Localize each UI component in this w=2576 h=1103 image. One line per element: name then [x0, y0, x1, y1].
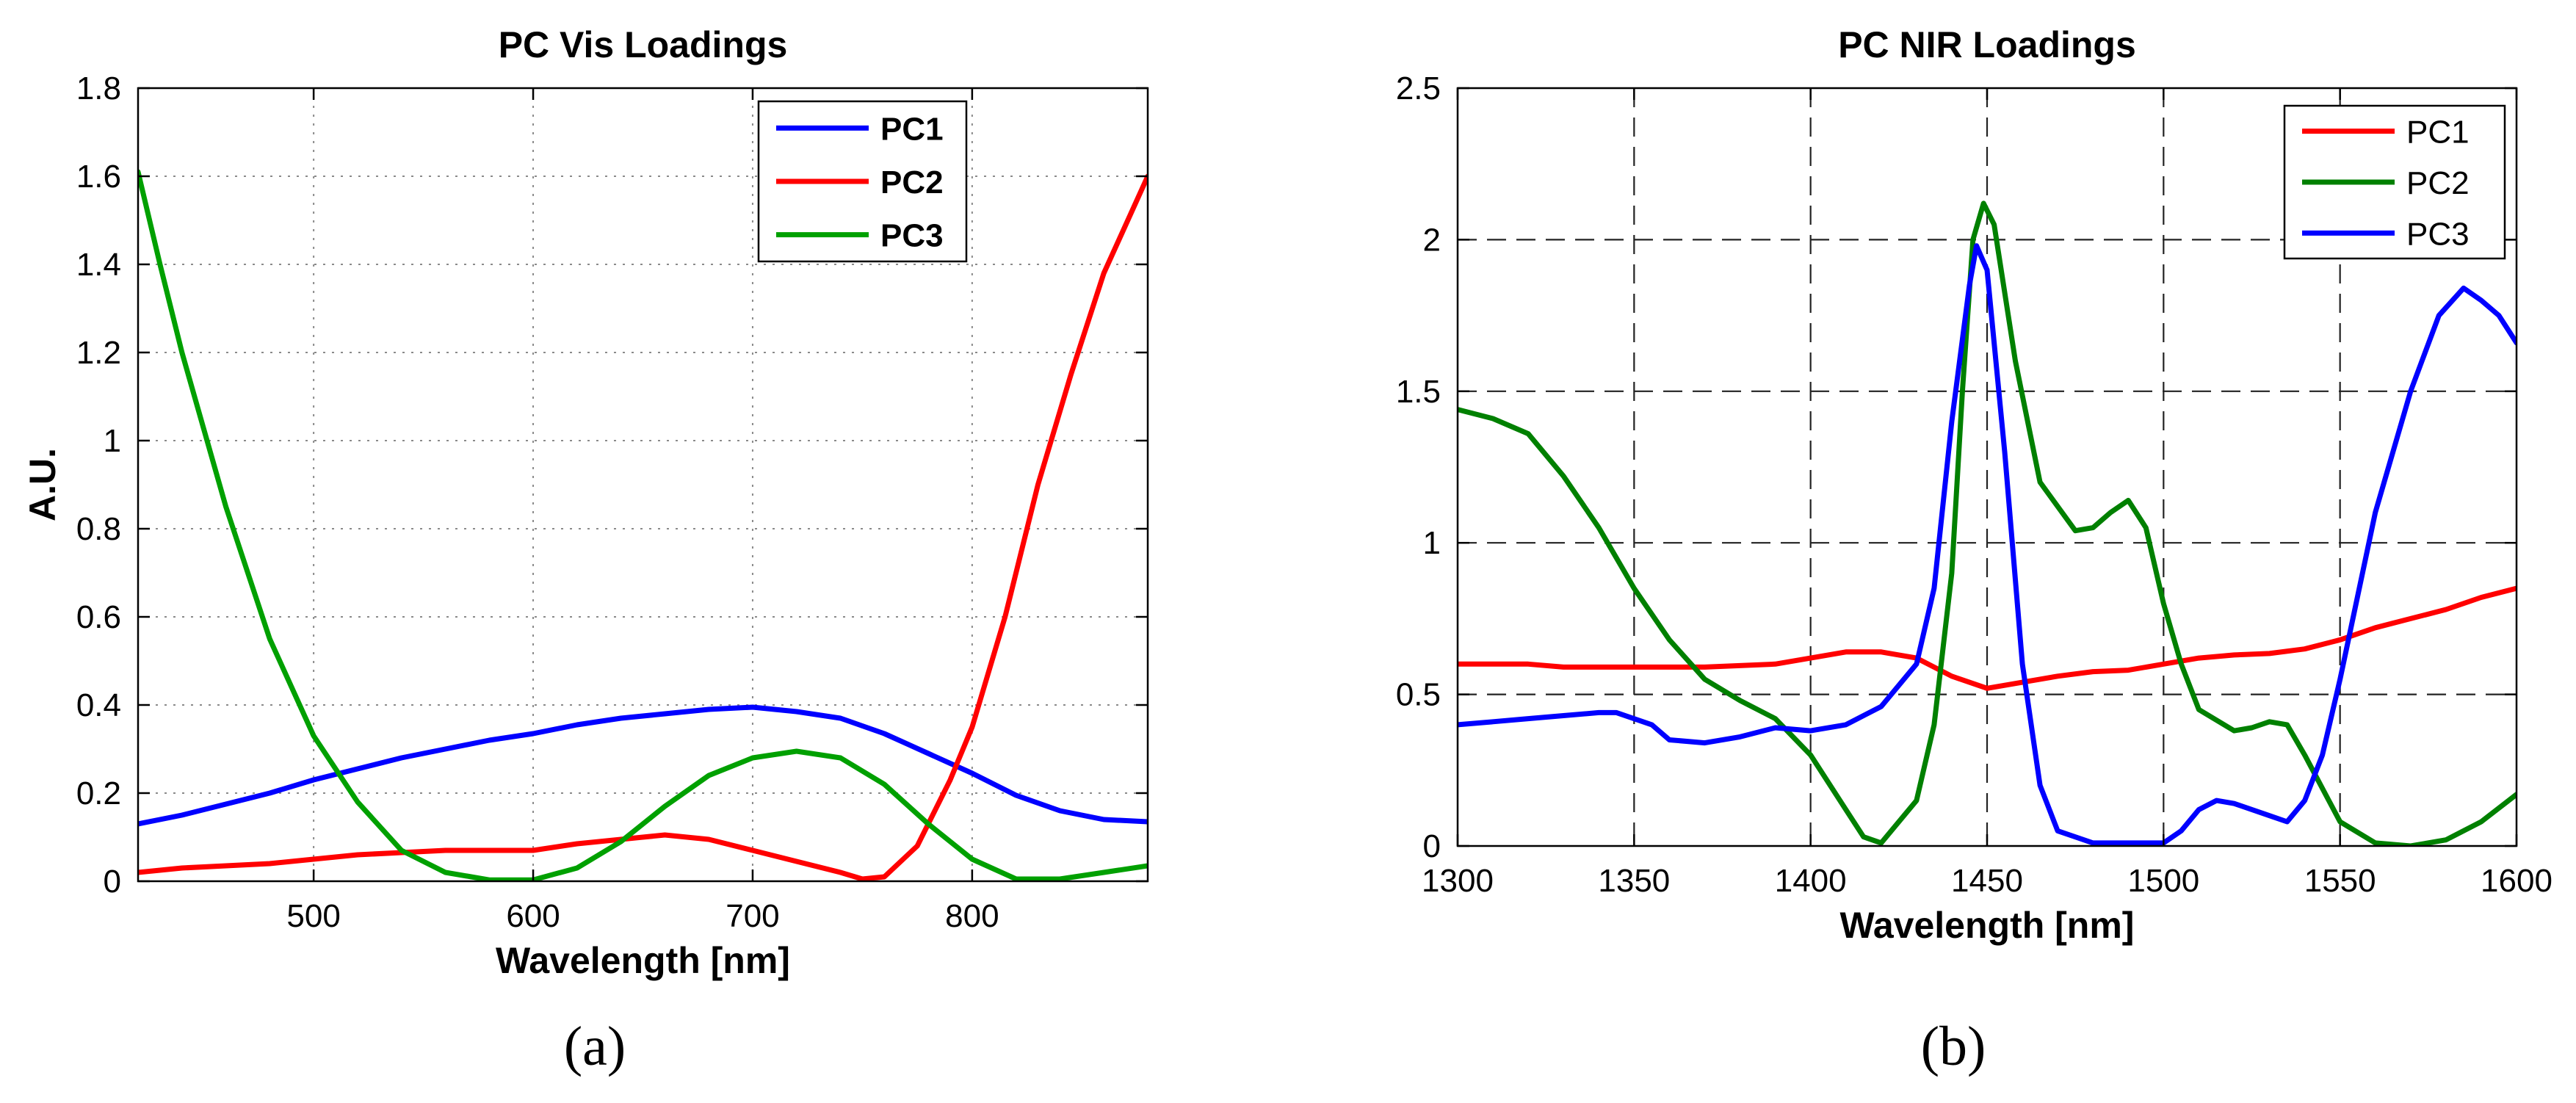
y-tick-label: 0.4	[76, 687, 121, 723]
y-tick-label: 1	[104, 423, 121, 459]
series-line-pc1	[138, 704, 1148, 827]
y-tick-label: 0.5	[1396, 677, 1441, 713]
x-axis-title: Wavelength [nm]	[496, 940, 790, 981]
series-line-pc2	[1458, 200, 2517, 846]
series-line-pc3	[138, 169, 1148, 881]
chart-title: PC NIR Loadings	[1838, 24, 2136, 65]
legend-label: PC1	[880, 111, 944, 147]
legend-label: PC3	[2406, 216, 2470, 252]
chart-panel-2: 1300 1350 1400 1450 1500 1550 1600 0 0.5 1 1.5 2 2.5…	[1396, 24, 2553, 1077]
y-tick-label: 1.5	[1396, 374, 1441, 410]
y-tick-label: 0.6	[76, 599, 121, 635]
y-tick-label: 1.2	[76, 335, 121, 371]
y-tick-label: 2	[1423, 222, 1441, 258]
x-tick-label: 1400	[1775, 863, 1847, 899]
y-tick-label: 0.8	[76, 511, 121, 547]
x-tick-label: 600	[506, 898, 560, 934]
series-line-pc1	[1458, 585, 2517, 691]
y-tick-label: 1.4	[76, 247, 121, 283]
panel-label: (a)	[564, 1016, 626, 1077]
x-tick-label: 1550	[2304, 863, 2376, 899]
y-tick-label: 1.8	[76, 70, 121, 106]
legend: PC1 PC2 PC3	[2283, 104, 2506, 260]
y-tick-label: 1.6	[76, 159, 121, 195]
x-tick-label: 1450	[1951, 863, 2023, 899]
series-group	[1458, 200, 2517, 846]
series-group	[138, 169, 1148, 881]
x-tick-label: 1350	[1598, 863, 1670, 899]
y-tick-label: 2.5	[1396, 70, 1441, 106]
x-tick-label: 800	[945, 898, 999, 934]
axes-frame	[137, 87, 1149, 883]
x-tick-label: 500	[286, 898, 340, 934]
y-tick-label: 0	[1423, 828, 1441, 864]
series-line-pc2	[138, 173, 1148, 881]
grid-lines	[138, 88, 1148, 881]
x-axis-title: Wavelength [nm]	[1840, 905, 2135, 946]
legend-label: PC1	[2406, 115, 2470, 151]
x-tick-label: 1300	[1422, 863, 1494, 899]
legend-label: PC2	[2406, 165, 2470, 201]
y-axis-title: A.U.	[22, 448, 63, 521]
plot-area	[138, 88, 1148, 881]
y-tick-label: 1	[1423, 525, 1441, 561]
chart-panel-1: 500 600 700 800 0 0.2 0.4 0.6 0.8 1 1.2 1.4 1.6 1.8 PC…	[22, 24, 1149, 1077]
chart-title: PC Vis Loadings	[499, 24, 788, 65]
legend-label: PC2	[880, 164, 944, 200]
x-tick-label: 1500	[2127, 863, 2199, 899]
legend-label: PC3	[880, 218, 944, 254]
y-tick-label: 0	[104, 864, 121, 900]
y-tick-label: 0.2	[76, 775, 121, 811]
x-tick-label: 1600	[2481, 863, 2553, 899]
series-line-pc3	[1458, 243, 2517, 846]
legend: PC1 PC2 PC3	[757, 100, 968, 263]
x-tick-label: 700	[726, 898, 779, 934]
panel-label: (b)	[1921, 1016, 1986, 1077]
